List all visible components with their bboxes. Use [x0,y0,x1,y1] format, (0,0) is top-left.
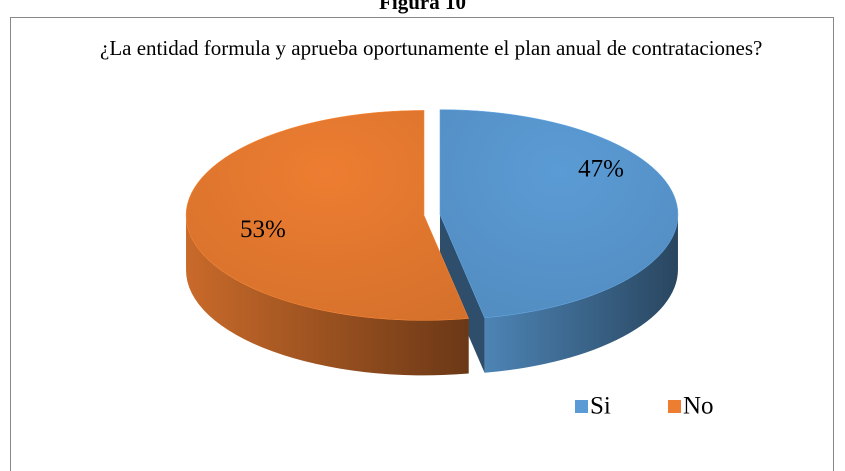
chart-frame [10,17,834,471]
data-label: 53% [240,216,286,243]
legend-swatch [668,400,681,413]
slice-side [186,215,469,376]
slice [185,110,469,321]
slice-wall [439,214,485,373]
slice-side [484,214,678,373]
figure-label: Figura 10 [379,0,466,14]
data-label: 47% [578,155,624,182]
chart-title: ¿La entidad formula y aprueba oportuname… [100,36,763,60]
legend-label: No [683,393,714,420]
legend-swatch [575,400,588,413]
slice [439,109,679,319]
legend-label: Si [590,393,611,420]
